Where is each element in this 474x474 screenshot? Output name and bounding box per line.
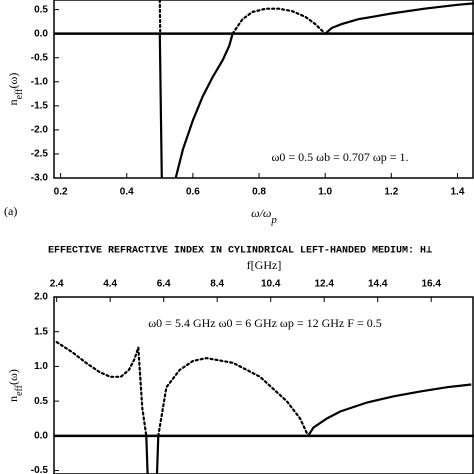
- curve: [55, 341, 140, 378]
- label-part: n: [6, 99, 20, 105]
- x-tick-label: 4.4: [103, 279, 117, 290]
- y-tick-label: -1.0: [31, 76, 49, 87]
- x-tick-label: 0.6: [186, 187, 200, 198]
- x-tick-label: 10.4: [261, 279, 281, 290]
- x-tick-label: 0.4: [120, 187, 134, 198]
- y-tick-label: 1.0: [34, 361, 48, 372]
- label-part: n: [6, 396, 20, 402]
- y-tick-label: 0.5: [34, 396, 48, 407]
- axis-label: ω/ωp: [251, 206, 277, 226]
- curve: [158, 33, 163, 179]
- x-tick-label: 8.4: [210, 279, 224, 290]
- y-tick-label: -0.5: [31, 465, 49, 474]
- plot-frame: [53, 296, 474, 474]
- label-part: eff: [14, 88, 25, 100]
- x-tick-label: 1.4: [451, 187, 465, 198]
- y-tick-label: -1.5: [31, 100, 49, 111]
- curve: [174, 33, 234, 179]
- curve: [157, 356, 310, 437]
- annotation: ω0 = 0.5 ωb = 0.707 ωp = 1.: [272, 150, 409, 164]
- label-part: p: [270, 214, 277, 226]
- y-tick-label: 0.0: [34, 28, 48, 39]
- curve: [145, 435, 149, 474]
- label-part: (ω): [6, 73, 20, 89]
- axis-label: f[GHz]: [247, 258, 282, 272]
- y-tick-label: 0.0: [34, 430, 48, 441]
- curve: [231, 7, 327, 35]
- x-tick-label: 2.4: [50, 279, 64, 290]
- y-tick-label: -2.0: [31, 125, 49, 136]
- curve: [307, 383, 472, 437]
- annotation: ω0 = 5.4 GHz ω0 = 6 GHz ωp = 12 GHz F = …: [148, 316, 381, 330]
- chart-title: EFFECTIVE REFRACTIVE INDEX IN CYLINDRICA…: [48, 246, 432, 257]
- x-tick-label: 0.2: [54, 187, 68, 198]
- label-part: ω/ω: [251, 206, 271, 220]
- y-tick-label: 1.5: [34, 326, 48, 337]
- y-tick-label: -2.5: [31, 149, 49, 160]
- x-tick-label: 0.8: [252, 187, 266, 198]
- x-tick-label: 1.2: [384, 187, 398, 198]
- x-tick-label: 1.0: [318, 187, 332, 198]
- y-tick-label: 0.5: [34, 4, 48, 15]
- plot-frame: [53, 0, 474, 179]
- x-tick-label: 12.4: [314, 279, 334, 290]
- panel-label: (a): [4, 204, 17, 218]
- curve: [137, 346, 148, 437]
- x-tick-label: 6.4: [157, 279, 171, 290]
- curve: [324, 2, 474, 35]
- label-part: f[GHz]: [247, 258, 282, 272]
- label-part: eff: [14, 384, 25, 396]
- x-tick-label: 16.4: [421, 279, 441, 290]
- y-tick-label: -3.0: [31, 173, 49, 184]
- axis-label: neff(ω): [6, 73, 25, 106]
- y-tick-label: -0.5: [31, 52, 49, 63]
- axis-label: neff(ω): [6, 369, 25, 402]
- curve: [155, 435, 160, 474]
- x-tick-label: 14.4: [368, 279, 388, 290]
- label-part: (ω): [6, 369, 20, 385]
- y-tick-label: 2.0: [34, 292, 48, 303]
